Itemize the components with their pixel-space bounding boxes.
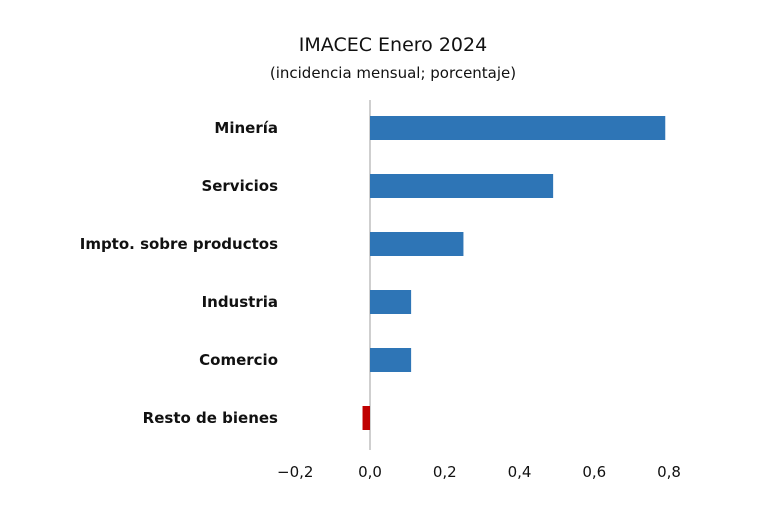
category-label: Minería xyxy=(214,119,278,137)
x-tick-label: 0,8 xyxy=(657,463,681,481)
category-label: Servicios xyxy=(201,177,278,195)
x-tick-label: 0,6 xyxy=(582,463,606,481)
bar xyxy=(370,174,554,198)
chart-title: IMACEC Enero 2024 xyxy=(298,34,488,56)
bar xyxy=(370,232,464,256)
bar xyxy=(362,406,370,430)
x-tick-label: 0,0 xyxy=(358,463,382,481)
x-tick-label: 0,4 xyxy=(508,463,532,481)
category-label: Industria xyxy=(202,293,278,311)
bar xyxy=(370,116,666,140)
bar xyxy=(370,348,412,372)
x-tick-label: 0,2 xyxy=(433,463,457,481)
category-label: Impto. sobre productos xyxy=(80,235,278,253)
bar xyxy=(370,290,412,314)
chart-subtitle: (incidencia mensual; porcentaje) xyxy=(269,64,517,82)
x-tick-label: −0,2 xyxy=(277,463,313,481)
category-label: Comercio xyxy=(199,351,278,369)
category-label: Resto de bienes xyxy=(143,409,278,427)
